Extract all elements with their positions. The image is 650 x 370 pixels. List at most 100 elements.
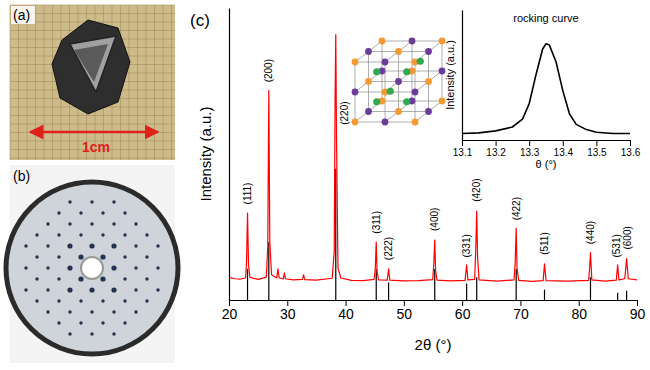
x-axis: 13.113.213.313.413.513.6 <box>453 140 641 158</box>
spot <box>90 222 93 225</box>
label-background <box>11 6 35 24</box>
axis-line <box>229 9 230 301</box>
spot <box>145 299 148 302</box>
crystal-structure <box>352 38 446 126</box>
graph-paper <box>10 5 175 160</box>
atom <box>417 58 424 65</box>
scale-arrow <box>30 131 158 134</box>
x-tick: 13.6 <box>621 140 641 158</box>
spot <box>35 255 38 258</box>
spot <box>79 299 82 302</box>
spot <box>68 332 71 335</box>
y-axis <box>462 11 463 141</box>
tick-label: 50 <box>397 306 413 322</box>
spot <box>112 332 115 335</box>
spot <box>101 321 104 324</box>
annotation: (331) <box>461 234 472 257</box>
spot <box>145 277 148 280</box>
tick-mark <box>630 140 631 146</box>
grid-line <box>52 5 53 160</box>
beam-hole <box>81 257 103 279</box>
stick <box>617 293 618 300</box>
spot <box>134 222 137 225</box>
y-axis-title: Intensity (a.u.) <box>197 106 214 201</box>
tick-label: 70 <box>513 306 529 322</box>
atom <box>379 38 386 45</box>
axis-line <box>462 11 463 141</box>
atom <box>352 119 359 126</box>
atom <box>365 48 372 55</box>
atom <box>412 89 419 96</box>
x-tick: 70 <box>513 300 529 322</box>
figure: 1cm(a)(b)(c)20304050607080902θ (°)Intens… <box>0 0 650 370</box>
x-tick: 13.1 <box>453 140 473 158</box>
x-tick: 60 <box>455 300 471 322</box>
spot <box>46 288 49 291</box>
atom <box>425 108 432 115</box>
spot <box>112 222 115 225</box>
spot <box>68 200 71 203</box>
x-axis-title: 2θ (°) <box>415 336 452 353</box>
tick-label: 40 <box>338 306 354 322</box>
spot <box>101 299 104 302</box>
grid-line <box>10 132 175 133</box>
annotation: (531) <box>611 234 622 257</box>
crystal-facet <box>74 44 108 82</box>
stick <box>434 269 435 300</box>
grid-line <box>129 5 130 160</box>
tick-mark <box>563 140 564 146</box>
stick <box>335 169 336 300</box>
tick-mark <box>462 140 463 146</box>
scale-label: 1cm <box>82 139 110 155</box>
spot <box>90 200 93 203</box>
spot <box>24 244 27 247</box>
tick-label: 13.4 <box>554 147 574 158</box>
spot <box>57 277 60 280</box>
spot <box>78 276 83 281</box>
spot <box>134 244 137 247</box>
grid-line <box>171 5 172 160</box>
spot <box>145 233 148 236</box>
stick <box>476 277 477 300</box>
tick-label: 13.5 <box>587 147 607 158</box>
spot <box>100 276 105 281</box>
annotation: (311) <box>371 211 382 234</box>
stick <box>376 269 377 300</box>
crystal-facet <box>70 36 116 92</box>
spot <box>111 243 116 248</box>
grid-line <box>35 5 36 160</box>
x-tick: 30 <box>280 300 296 322</box>
spot <box>89 287 94 292</box>
atom <box>365 108 372 115</box>
annotation: (422) <box>511 197 522 220</box>
grid-line <box>146 5 147 160</box>
spot <box>145 255 148 258</box>
spot <box>68 222 71 225</box>
grid-line <box>10 158 175 159</box>
tick-label: 13.6 <box>621 147 641 158</box>
spot <box>101 233 104 236</box>
tick-label: 13.3 <box>520 147 540 158</box>
spot <box>79 321 82 324</box>
atom <box>403 68 410 75</box>
spot <box>35 299 38 302</box>
spot <box>46 310 49 313</box>
stick <box>268 242 269 300</box>
annotation: (440) <box>585 221 596 244</box>
panel-b: (b) <box>6 165 178 363</box>
tick-mark <box>529 140 530 146</box>
atom <box>373 98 380 105</box>
annotation: (222) <box>383 237 394 260</box>
plot-area <box>229 35 637 300</box>
spot <box>35 277 38 280</box>
bond <box>415 71 442 92</box>
spot <box>79 233 82 236</box>
atom <box>425 48 432 55</box>
atom <box>365 78 372 85</box>
panel-label: (a) <box>13 7 30 23</box>
tick-label: 90 <box>630 306 646 322</box>
spot <box>100 254 105 259</box>
chart: 20304050607080902θ (°)Intensity (a.u.)(1… <box>197 9 645 354</box>
tick-label: 80 <box>571 306 587 322</box>
atom <box>387 88 394 95</box>
